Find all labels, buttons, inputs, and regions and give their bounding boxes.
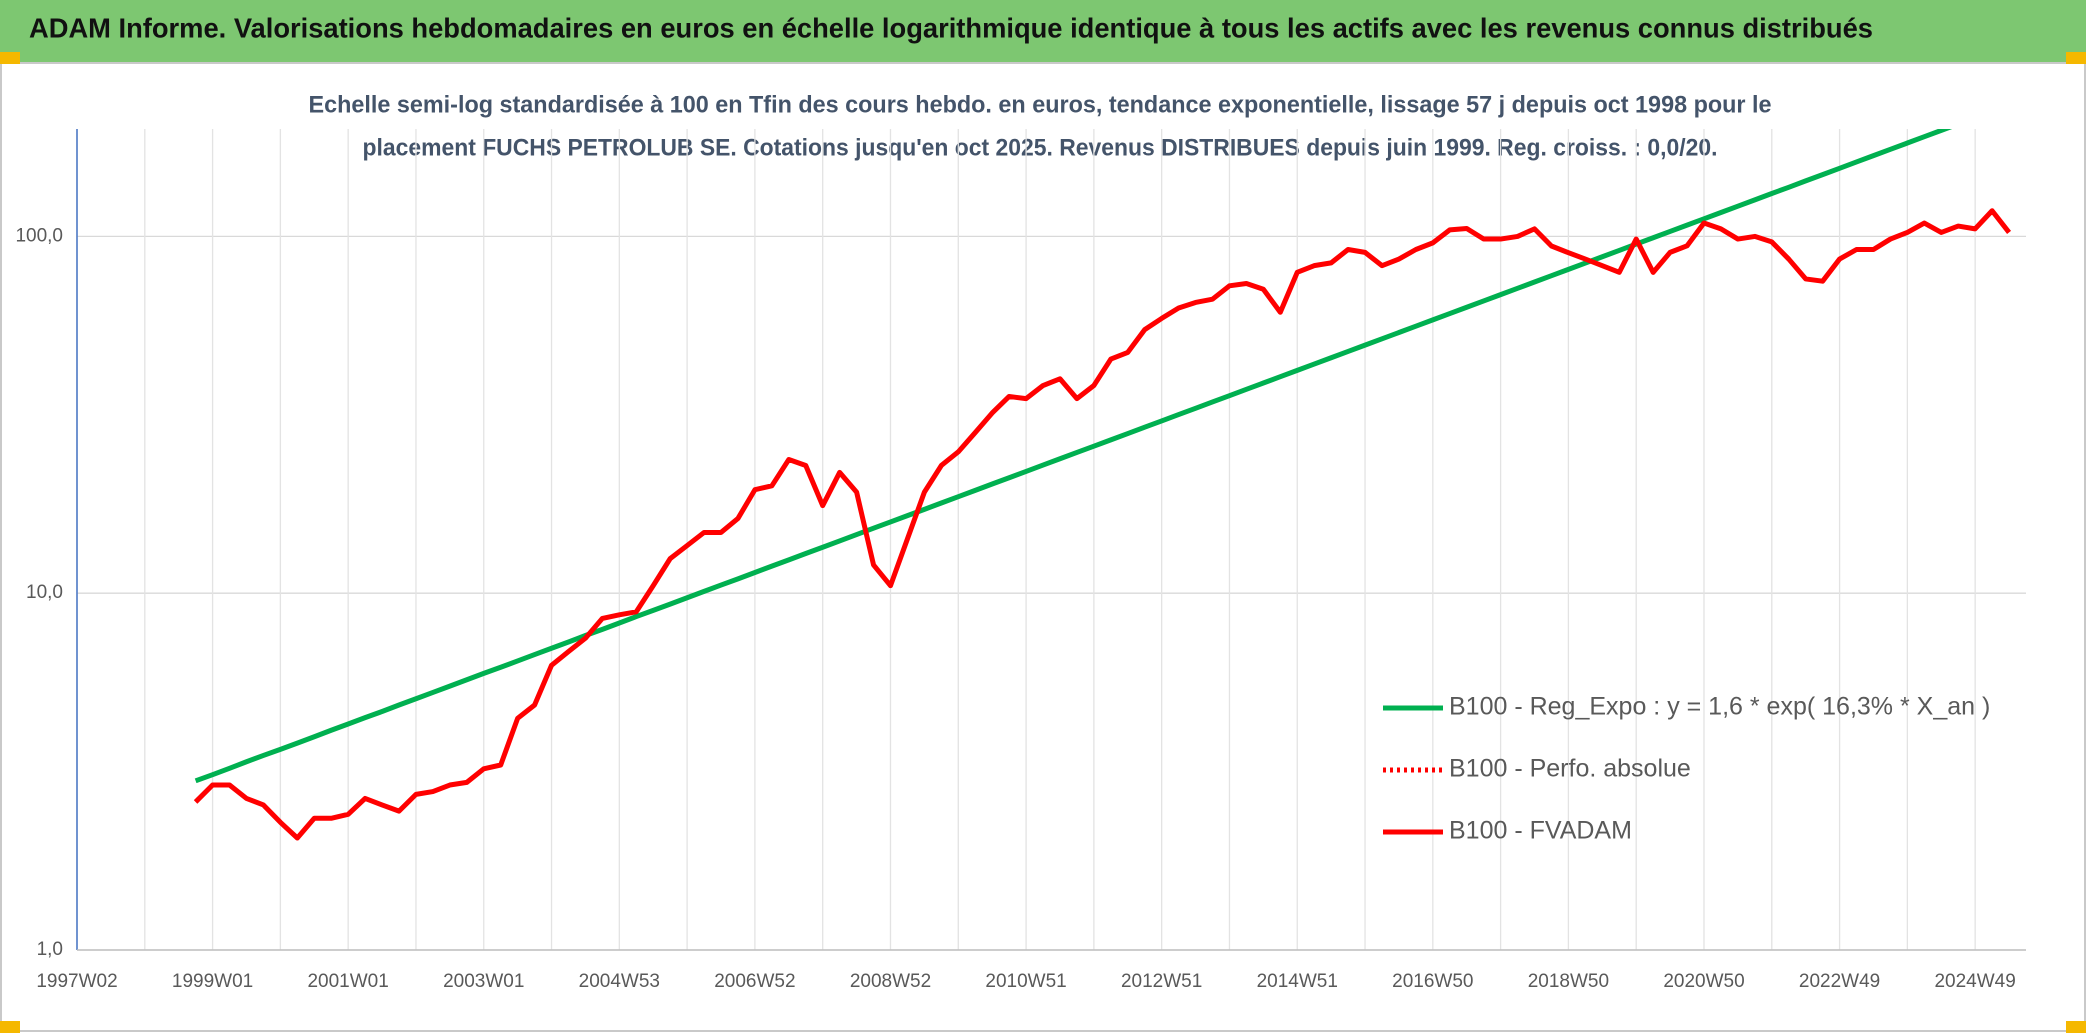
chart-title: ADAM Informe. Valorisations hebdomadaire…: [29, 12, 1873, 43]
x-tick-label: 2008W52: [850, 971, 931, 992]
legend-label: B100 - FVADAM: [1449, 817, 1632, 845]
chart-subtitle: placement FUCHS PETROLUB SE. Cotations j…: [363, 134, 1718, 161]
chart-subtitle: Echelle semi-log standardisée à 100 en T…: [309, 91, 1772, 118]
axis-labels: 1,0 10,0 100,0 1997W02 1999W01 2001W01 2003W01…: [15, 225, 2015, 992]
x-tick-label: 2020W50: [1663, 971, 1744, 992]
y-tick-label: 100,0: [15, 225, 63, 246]
corner: [0, 52, 20, 64]
x-tick-label: 1999W01: [172, 971, 253, 992]
x-tick-label: 2024W49: [1934, 971, 2015, 992]
corner: [2066, 52, 2086, 64]
x-tick-label: 2022W49: [1799, 971, 1880, 992]
x-tick-label: 2012W51: [1121, 971, 1202, 992]
x-tick-label: 2003W01: [443, 971, 524, 992]
corner: [2066, 1021, 2086, 1033]
series-line: [194, 129, 1953, 784]
x-tick-label: 2018W50: [1528, 971, 1609, 992]
y-tick-label: 1,0: [37, 939, 63, 960]
x-tick-label: 2016W50: [1392, 971, 1473, 992]
grid: [76, 129, 2026, 951]
x-tick-label: 2001W01: [307, 971, 388, 992]
legend-label: B100 - Reg_Expo : y = 1,6 * exp( 16,3% *…: [1449, 693, 1990, 721]
plot-lines: [193, 129, 2012, 841]
y-tick-label: 10,0: [26, 582, 63, 603]
x-tick-label: 1997W02: [36, 971, 117, 992]
x-tick-label: 2006W52: [714, 971, 795, 992]
x-tick-label: 2004W53: [579, 971, 660, 992]
series-line: [193, 208, 2012, 841]
legend-label: B100 - Perfo. absolue: [1449, 755, 1691, 783]
title-banner: [0, 0, 2086, 62]
x-tick-label: 2010W51: [985, 971, 1066, 992]
corner: [0, 1021, 20, 1033]
x-tick-label: 2014W51: [1257, 971, 1338, 992]
legend: B100 - Reg_Expo : y = 1,6 * exp( 16,3% *…: [1383, 693, 1990, 845]
